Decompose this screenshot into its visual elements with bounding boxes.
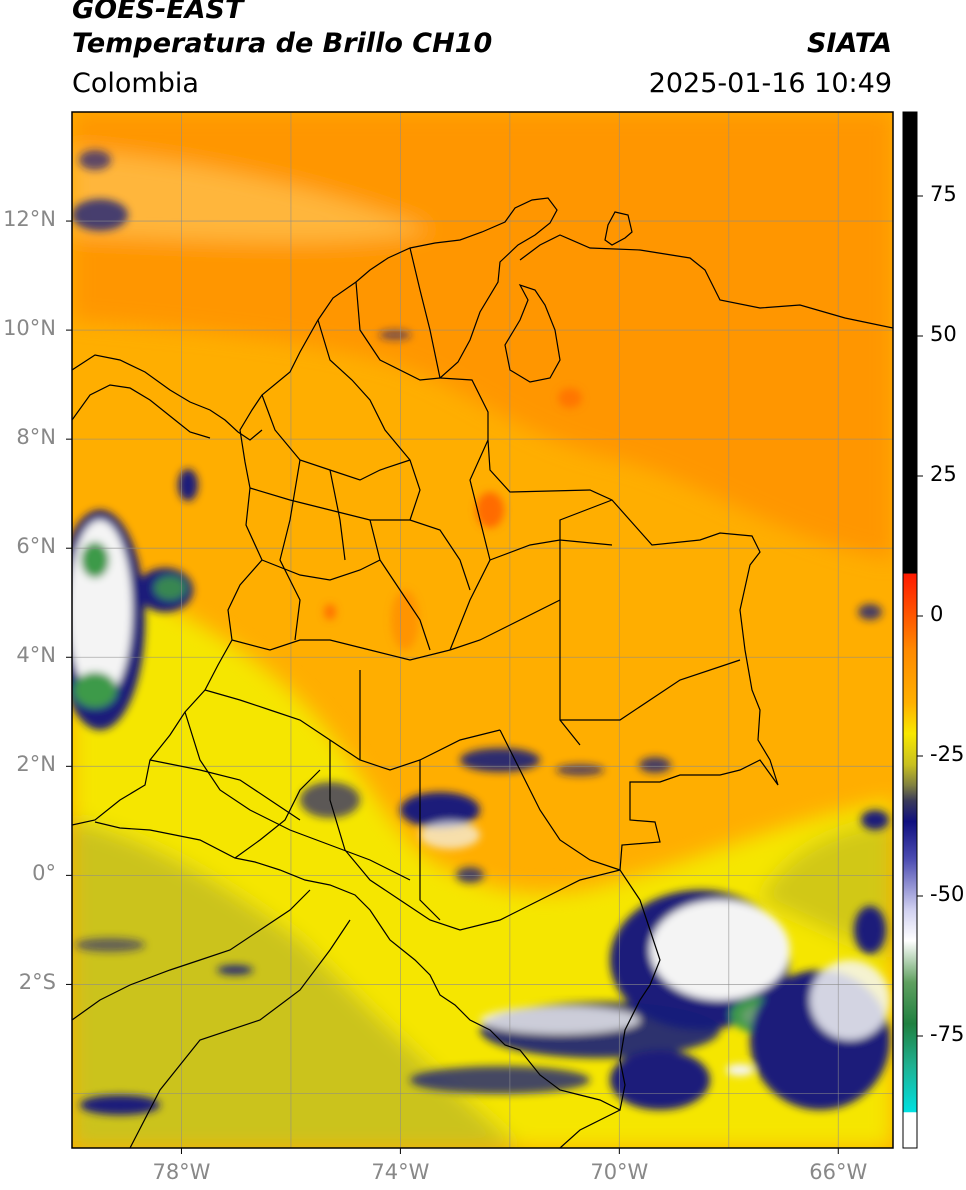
lat-tick-label: 0°: [32, 861, 56, 886]
lat-tick-label: 2°N: [16, 752, 56, 777]
lon-tick-label: 66°W: [809, 1160, 868, 1184]
colorbar-tick-label: 0: [930, 602, 944, 626]
lat-tick-label: 10°N: [3, 316, 56, 341]
datetime-label: 2025-01-16 10:49: [648, 68, 892, 99]
satellite-image: [72, 112, 893, 1148]
colorbar-tick-label: -25: [930, 742, 965, 766]
lat-tick-label: 4°N: [16, 643, 56, 668]
map-frame: [71, 111, 894, 1149]
lat-tick-label: 6°N: [16, 534, 56, 559]
lon-tick-label: 74°W: [371, 1160, 430, 1184]
product-title: Temperatura de Brillo CH10: [72, 28, 493, 59]
lat-tick-label: 8°N: [16, 425, 56, 450]
colorbar-tick-label: -50: [930, 882, 965, 906]
colorbar-tick-label: 25: [930, 462, 957, 486]
agency-label: SIATA: [806, 28, 892, 59]
colorbar-tick-label: 50: [930, 322, 957, 346]
satellite-title: GOES-EAST: [72, 0, 244, 25]
lat-tick-label: 12°N: [3, 207, 56, 232]
lat-tick-label: 2°S: [18, 970, 56, 995]
lon-tick-label: 78°W: [152, 1160, 211, 1184]
graticule: [72, 112, 893, 1148]
colorbar-tick-label: -75: [930, 1022, 965, 1046]
colorbar: [902, 111, 918, 1149]
region-label: Colombia: [72, 68, 199, 99]
political-borders: [72, 197, 893, 1148]
lon-tick-label: 70°W: [590, 1160, 649, 1184]
colorbar-tick-label: 75: [930, 182, 957, 206]
